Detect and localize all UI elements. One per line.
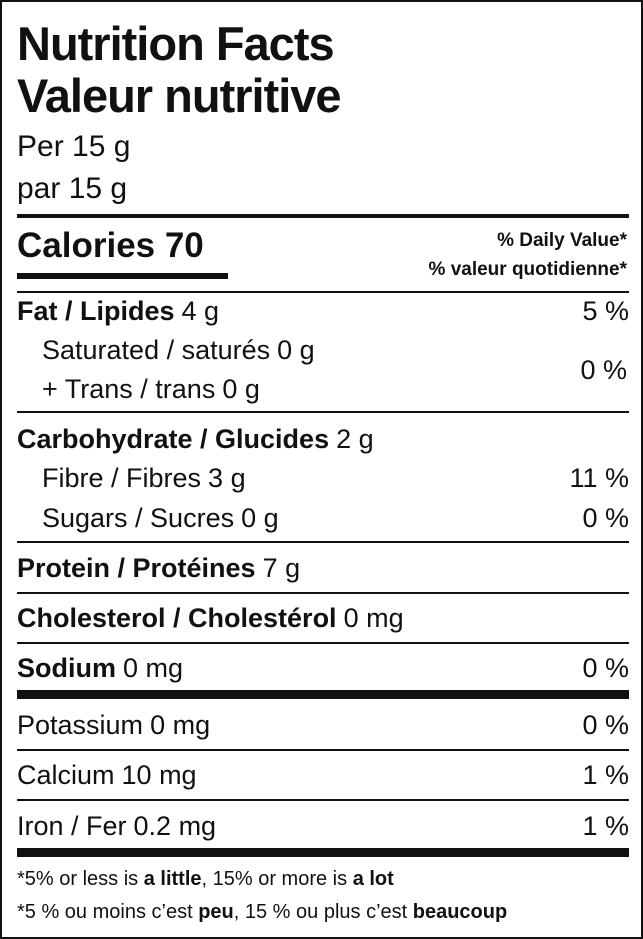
amount: 0 g <box>241 503 279 533</box>
serving-fr: par 15 g <box>17 172 128 205</box>
rule <box>17 642 629 644</box>
footnote-bold: a lot <box>352 868 394 890</box>
rule <box>17 541 629 543</box>
nutrient-name: Fat / Lipides <box>17 296 175 326</box>
nutrient-name: Sodium <box>17 653 116 683</box>
title-fr: Valeur nutritive <box>17 69 342 122</box>
carbohydrate-row: Carbohydrate / Glucides 2 g <box>17 422 629 456</box>
nutrient-name: Cholesterol / Cholestérol <box>17 603 337 633</box>
cholesterol-row: Cholesterol / Cholestérol 0 mg <box>17 601 629 635</box>
trans-row: + Trans / trans 0 g <box>42 372 629 406</box>
footnote-text: *5% or less is <box>17 868 144 890</box>
amount: 0 mg <box>343 603 404 633</box>
nutrient-name: Sugars / Sucres <box>42 503 235 533</box>
footnote-text: , 15 % ou plus c’est <box>233 901 413 923</box>
amount: 0 g <box>277 335 315 365</box>
amount: 10 mg <box>121 760 197 790</box>
daily-value: 11 % <box>569 463 629 493</box>
potassium-row: Potassium 0 mg 0 % <box>17 708 629 742</box>
footnote-bold: peu <box>198 901 234 923</box>
nutrient-name: Saturated / saturés <box>42 335 271 365</box>
amount: 7 g <box>262 553 301 583</box>
dv-header-fr: % valeur quotidienne* <box>428 259 627 280</box>
protein-row: Protein / Protéines 7 g <box>17 551 629 585</box>
daily-value: 0 % <box>582 653 629 683</box>
daily-value: 0 % <box>580 355 627 385</box>
daily-value: 0 % <box>582 710 629 740</box>
footnote-bold: beaucoup <box>412 901 508 923</box>
fibre-row: Fibre / Fibres 3 g 11 % <box>42 461 629 495</box>
saturated-row: Saturated / saturés 0 g <box>42 333 629 367</box>
daily-value: 1 % <box>582 811 629 841</box>
rule <box>17 411 629 413</box>
footnote-text: , 15% or more is <box>201 868 353 890</box>
nutrient-name: Fibre / Fibres <box>42 463 202 493</box>
thick-rule <box>17 690 629 699</box>
iron-row: Iron / Fer 0.2 mg 1 % <box>17 809 629 843</box>
dv-header-en: % Daily Value* <box>497 230 627 251</box>
footnote-bold: a little <box>143 868 202 890</box>
daily-value: 1 % <box>582 760 629 790</box>
nutrient-name: Potassium <box>17 710 144 740</box>
nutrient-name: Iron / Fer <box>17 811 127 841</box>
fat-row: Fat / Lipides 4 g 5 % <box>17 294 629 328</box>
amount: 0 g <box>222 374 260 404</box>
rule <box>17 749 629 751</box>
rule <box>17 214 629 218</box>
daily-value: 0 % <box>582 503 629 533</box>
rule <box>17 592 629 594</box>
sodium-row: Sodium 0 mg 0 % <box>17 651 629 685</box>
nutrient-name: + Trans / trans <box>42 374 216 404</box>
sugars-row: Sugars / Sucres 0 g 0 % <box>42 501 629 535</box>
nutrient-name: Carbohydrate / Glucides <box>17 424 330 454</box>
calories-rule <box>17 273 228 279</box>
amount: 0.2 mg <box>133 811 217 841</box>
amount: 0 mg <box>123 653 184 683</box>
calcium-row: Calcium 10 mg 1 % <box>17 758 629 792</box>
calories: Calories 70 <box>17 226 204 265</box>
daily-value: 5 % <box>582 296 629 326</box>
rule <box>17 799 629 801</box>
footnote-fr: *5 % ou moins c’est peu, 15 % ou plus c’… <box>17 901 507 924</box>
footnote-text: *5 % ou moins c’est <box>17 901 199 923</box>
amount: 3 g <box>208 463 246 493</box>
amount: 4 g <box>181 296 220 326</box>
thick-rule <box>17 848 629 857</box>
nutrient-name: Protein / Protéines <box>17 553 256 583</box>
serving-en: Per 15 g <box>17 130 131 163</box>
footnote-en: *5% or less is a little, 15% or more is … <box>17 868 394 891</box>
title-en: Nutrition Facts <box>17 17 335 70</box>
nutrient-name: Calcium <box>17 760 115 790</box>
amount: 2 g <box>336 424 374 454</box>
amount: 0 mg <box>150 710 211 740</box>
rule <box>17 291 629 293</box>
